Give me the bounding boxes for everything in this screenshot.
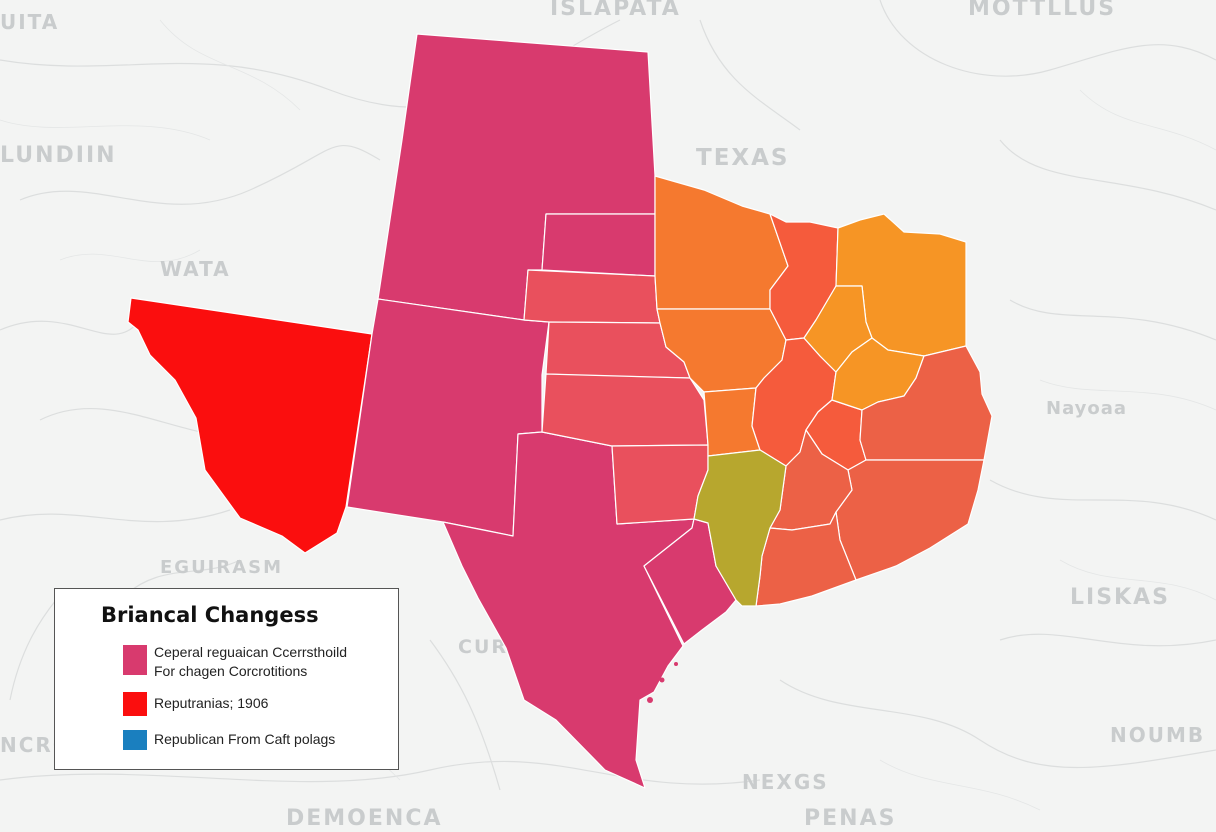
place-label-islapata: ISLAPATA [550, 0, 681, 21]
place-label-penas: PENAS [804, 806, 897, 831]
place-label-nexgs: NEXGS [742, 770, 829, 794]
region-coral-southeast[interactable] [835, 459, 985, 581]
place-label-noumb: NOUMB [1110, 723, 1206, 747]
region-west-red[interactable] [127, 297, 373, 554]
region-olive[interactable] [693, 449, 787, 607]
place-label-wata: WATA [160, 257, 231, 281]
legend-label-magenta: Ceperal reguaican Ccerrsthoild For chage… [154, 644, 347, 679]
region-orange-small[interactable] [703, 387, 761, 457]
place-label-nayoaa: Nayoaa [1046, 398, 1128, 419]
place-label-motillus: MOTTLLUS [968, 0, 1117, 21]
legend-swatch-red [123, 692, 147, 716]
region-rose-4[interactable] [611, 444, 709, 525]
map-legend: Briancal Changess Ceperal reguaican Ccer… [54, 588, 399, 770]
legend-label-blue: Republican From Caft polags [154, 731, 336, 747]
region-upper-block[interactable] [541, 213, 656, 277]
legend-title: Briancal Changess [101, 603, 319, 627]
legend-label-red: Reputranias; 1906 [154, 695, 269, 711]
place-label-cur: CUR [458, 636, 509, 658]
place-label-demoenca: DEMOENCA [286, 806, 443, 831]
place-label-texas: TEXAS [696, 145, 790, 171]
region-rose-3[interactable] [541, 373, 709, 447]
place-label-eguirasm: EGUIRASM [160, 557, 284, 578]
legend-swatch-magenta [123, 645, 147, 675]
region-rose-1[interactable] [523, 269, 661, 324]
legend-swatch-blue [123, 730, 147, 750]
place-label-liskas: LISKAS [1070, 585, 1170, 610]
region-orange-north[interactable] [654, 175, 789, 310]
place-label-lundiin: LUNDIIN [0, 143, 117, 168]
place-label-uita: UITA [0, 10, 60, 34]
